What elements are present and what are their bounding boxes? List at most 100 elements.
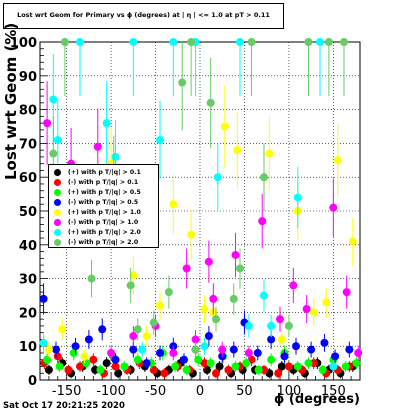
- data-point: [322, 298, 331, 307]
- data-point: [43, 355, 52, 364]
- data-point: [242, 359, 251, 368]
- data-point: [129, 38, 138, 46]
- legend: (+) with p T/|q| > 0.1 (-) with p T/|q| >…: [48, 164, 159, 248]
- data-point: [142, 332, 151, 341]
- data-point: [304, 38, 313, 46]
- data-point: [191, 335, 200, 344]
- data-point: [39, 338, 48, 347]
- data-point: [178, 78, 187, 87]
- data-point: [348, 237, 357, 246]
- data-point: [204, 257, 213, 266]
- data-point: [293, 362, 302, 371]
- data-point: [200, 342, 209, 351]
- data-point: [169, 200, 178, 209]
- data-point: [133, 355, 142, 364]
- data-point: [84, 335, 93, 344]
- legend-marker: [54, 199, 61, 206]
- data-point: [218, 345, 227, 354]
- y-tick-label: 50: [19, 205, 37, 220]
- data-point: [182, 365, 191, 374]
- data-point: [292, 342, 300, 351]
- data-point: [96, 365, 105, 374]
- x-tick-label: 100: [276, 384, 301, 399]
- y-tick-label: 60: [19, 171, 37, 186]
- data-point: [213, 173, 222, 182]
- data-point: [200, 359, 209, 368]
- data-point: [71, 342, 80, 351]
- data-point: [98, 325, 107, 334]
- data-point: [102, 119, 111, 128]
- data-point: [309, 308, 318, 317]
- data-point: [156, 136, 164, 145]
- legend-entry: (+) with p T/|q| > 1.0: [49, 208, 158, 218]
- data-point: [274, 369, 283, 378]
- data-point: [229, 294, 238, 303]
- data-point: [49, 149, 58, 158]
- data-point: [302, 305, 311, 314]
- data-point: [203, 365, 212, 374]
- x-tick-label: -150: [52, 384, 82, 399]
- y-tick-label: 70: [19, 137, 37, 152]
- data-point: [107, 348, 116, 357]
- data-point: [354, 348, 363, 357]
- data-point: [247, 38, 256, 46]
- data-point: [160, 369, 169, 378]
- legend-marker: [54, 169, 61, 176]
- data-point: [133, 325, 142, 334]
- legend-marker: [54, 189, 61, 196]
- data-point: [156, 301, 164, 310]
- data-point: [171, 362, 180, 371]
- data-point: [231, 362, 240, 371]
- data-point: [93, 142, 102, 151]
- x-tick-label: 150: [321, 384, 346, 399]
- data-point: [329, 362, 338, 371]
- data-point: [111, 152, 120, 161]
- data-point: [76, 38, 84, 46]
- data-point: [215, 362, 224, 371]
- data-point: [220, 122, 229, 131]
- data-point: [293, 193, 302, 202]
- data-point: [260, 173, 268, 182]
- data-point: [267, 355, 276, 364]
- data-point: [265, 149, 274, 158]
- data-point: [142, 359, 151, 368]
- data-point: [43, 119, 52, 128]
- data-point: [149, 365, 158, 374]
- data-point: [58, 325, 67, 334]
- data-point: [229, 345, 238, 354]
- data-point: [352, 359, 361, 368]
- data-point: [224, 365, 233, 374]
- legend-entry: (-) with p T/|q| > 2.0: [49, 238, 158, 248]
- data-point: [194, 355, 203, 364]
- data-point: [180, 355, 188, 364]
- data-point: [253, 348, 262, 357]
- data-point: [129, 345, 138, 354]
- legend-marker: [54, 179, 61, 186]
- legend-marker: [54, 219, 61, 226]
- legend-marker: [54, 239, 61, 246]
- y-tick-label: 40: [19, 239, 37, 254]
- legend-entry: (+) with p T/|q| > 2.0: [49, 228, 158, 238]
- legend-label: (+) with p T/|q| > 1.0: [68, 209, 141, 216]
- legend-marker: [54, 229, 61, 236]
- data-point: [231, 250, 240, 259]
- data-point: [120, 362, 129, 371]
- data-point: [44, 365, 53, 374]
- data-point: [111, 355, 120, 364]
- legend-entry: (+) with p T/|q| > 0.1: [49, 168, 158, 178]
- data-point: [126, 281, 135, 290]
- data-point: [236, 264, 244, 273]
- data-point: [244, 348, 253, 357]
- data-point: [191, 345, 200, 354]
- legend-entry: (-) with p T/|q| > 1.0: [49, 218, 158, 228]
- timestamp: Sat Oct 17 20:21:25 2020: [3, 401, 125, 411]
- y-tick-label: 90: [19, 70, 37, 85]
- data-point: [212, 315, 220, 324]
- data-point: [138, 345, 147, 354]
- y-tick-label: 20: [19, 306, 37, 321]
- data-point: [320, 338, 329, 347]
- legend-entry: (-) with p T/|q| > 0.5: [49, 198, 158, 208]
- data-point: [129, 271, 138, 280]
- data-point: [316, 38, 324, 46]
- y-tick-label: 30: [19, 273, 37, 288]
